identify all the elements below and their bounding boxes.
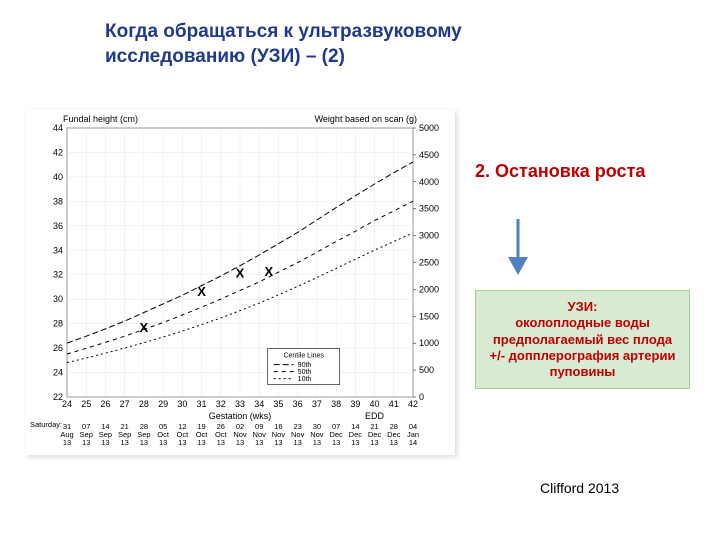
svg-text:X: X <box>140 320 149 335</box>
svg-text:13: 13 <box>313 438 321 447</box>
chart-svg: 24 25 26 27 28 29 30 31 32 33 34 35 36 37 38 39 40 41 42 22… <box>25 110 455 455</box>
svg-text:13: 13 <box>332 438 340 447</box>
svg-text:42: 42 <box>408 399 418 409</box>
svg-text:13: 13 <box>178 438 186 447</box>
svg-text:32: 32 <box>216 399 226 409</box>
svg-text:4000: 4000 <box>419 177 439 187</box>
uzi-line-4: +/- допплерография артерии пуповины <box>482 348 683 381</box>
svg-text:13: 13 <box>293 438 301 447</box>
svg-text:Gestation (wks): Gestation (wks) <box>209 411 272 421</box>
svg-text:44: 44 <box>53 123 63 133</box>
svg-text:25: 25 <box>81 399 91 409</box>
svg-text:Saturday:: Saturday: <box>30 420 62 429</box>
svg-text:26: 26 <box>53 343 63 353</box>
side-heading: 2. Остановка роста <box>475 160 685 183</box>
svg-text:90th: 90th <box>298 362 312 369</box>
svg-text:13: 13 <box>236 438 244 447</box>
svg-text:3500: 3500 <box>419 204 439 214</box>
page-title: Когда обращаться к ультразвуковому иссле… <box>105 20 535 69</box>
svg-text:2500: 2500 <box>419 258 439 268</box>
svg-text:41: 41 <box>389 399 399 409</box>
svg-text:1500: 1500 <box>419 311 439 321</box>
svg-text:500: 500 <box>419 365 434 375</box>
svg-text:X: X <box>197 284 206 299</box>
svg-text:34: 34 <box>53 245 63 255</box>
svg-text:4500: 4500 <box>419 150 439 160</box>
svg-text:22: 22 <box>53 392 63 402</box>
svg-text:30: 30 <box>53 294 63 304</box>
svg-text:1000: 1000 <box>419 338 439 348</box>
svg-text:30: 30 <box>177 399 187 409</box>
svg-text:Weight based on scan (g): Weight based on scan (g) <box>315 114 417 124</box>
svg-text:32: 32 <box>53 270 63 280</box>
svg-text:13: 13 <box>370 438 378 447</box>
svg-text:13: 13 <box>101 438 109 447</box>
svg-text:40: 40 <box>370 399 380 409</box>
svg-text:38: 38 <box>53 196 63 206</box>
uzi-line-3: предполагаемый вес плода <box>482 332 683 348</box>
svg-text:42: 42 <box>53 147 63 157</box>
svg-text:Centile Lines: Centile Lines <box>283 353 324 360</box>
svg-text:28: 28 <box>53 319 63 329</box>
svg-text:2000: 2000 <box>419 284 439 294</box>
svg-text:28: 28 <box>139 399 149 409</box>
growth-chart: 24 25 26 27 28 29 30 31 32 33 34 35 36 37 38 39 40 41 42 22… <box>25 110 455 455</box>
svg-text:13: 13 <box>390 438 398 447</box>
svg-text:X: X <box>236 265 245 280</box>
svg-text:24: 24 <box>53 368 63 378</box>
svg-text:Fundal height (cm): Fundal height (cm) <box>63 114 138 124</box>
svg-text:35: 35 <box>273 399 283 409</box>
svg-text:39: 39 <box>350 399 360 409</box>
svg-text:26: 26 <box>100 399 110 409</box>
uzi-line-2: околоплодные воды <box>482 315 683 331</box>
svg-text:14: 14 <box>409 438 417 447</box>
svg-text:X: X <box>264 264 273 279</box>
svg-text:34: 34 <box>254 399 264 409</box>
uzi-line-1: УЗИ: <box>482 299 683 315</box>
svg-text:29: 29 <box>158 399 168 409</box>
svg-text:13: 13 <box>217 438 225 447</box>
svg-text:50th: 50th <box>298 369 312 376</box>
svg-text:36: 36 <box>53 221 63 231</box>
svg-text:13: 13 <box>120 438 128 447</box>
svg-text:10th: 10th <box>298 376 312 383</box>
arrow-down-icon <box>500 215 536 279</box>
svg-text:31: 31 <box>197 399 207 409</box>
uzi-recommendation-box: УЗИ: околоплодные воды предполагаемый ве… <box>475 290 690 389</box>
svg-text:0: 0 <box>419 392 424 402</box>
svg-text:13: 13 <box>63 438 71 447</box>
svg-text:27: 27 <box>120 399 130 409</box>
svg-text:3000: 3000 <box>419 231 439 241</box>
svg-text:13: 13 <box>140 438 148 447</box>
svg-text:33: 33 <box>235 399 245 409</box>
svg-text:40: 40 <box>53 172 63 182</box>
svg-text:EDD: EDD <box>365 411 385 421</box>
svg-text:36: 36 <box>293 399 303 409</box>
citation: Clifford 2013 <box>540 480 619 496</box>
svg-text:13: 13 <box>197 438 205 447</box>
svg-text:37: 37 <box>312 399 322 409</box>
svg-text:13: 13 <box>351 438 359 447</box>
svg-text:13: 13 <box>82 438 90 447</box>
svg-text:38: 38 <box>331 399 341 409</box>
svg-text:5000: 5000 <box>419 123 439 133</box>
svg-text:24: 24 <box>62 399 72 409</box>
svg-text:13: 13 <box>159 438 167 447</box>
svg-text:13: 13 <box>274 438 282 447</box>
svg-text:13: 13 <box>255 438 263 447</box>
